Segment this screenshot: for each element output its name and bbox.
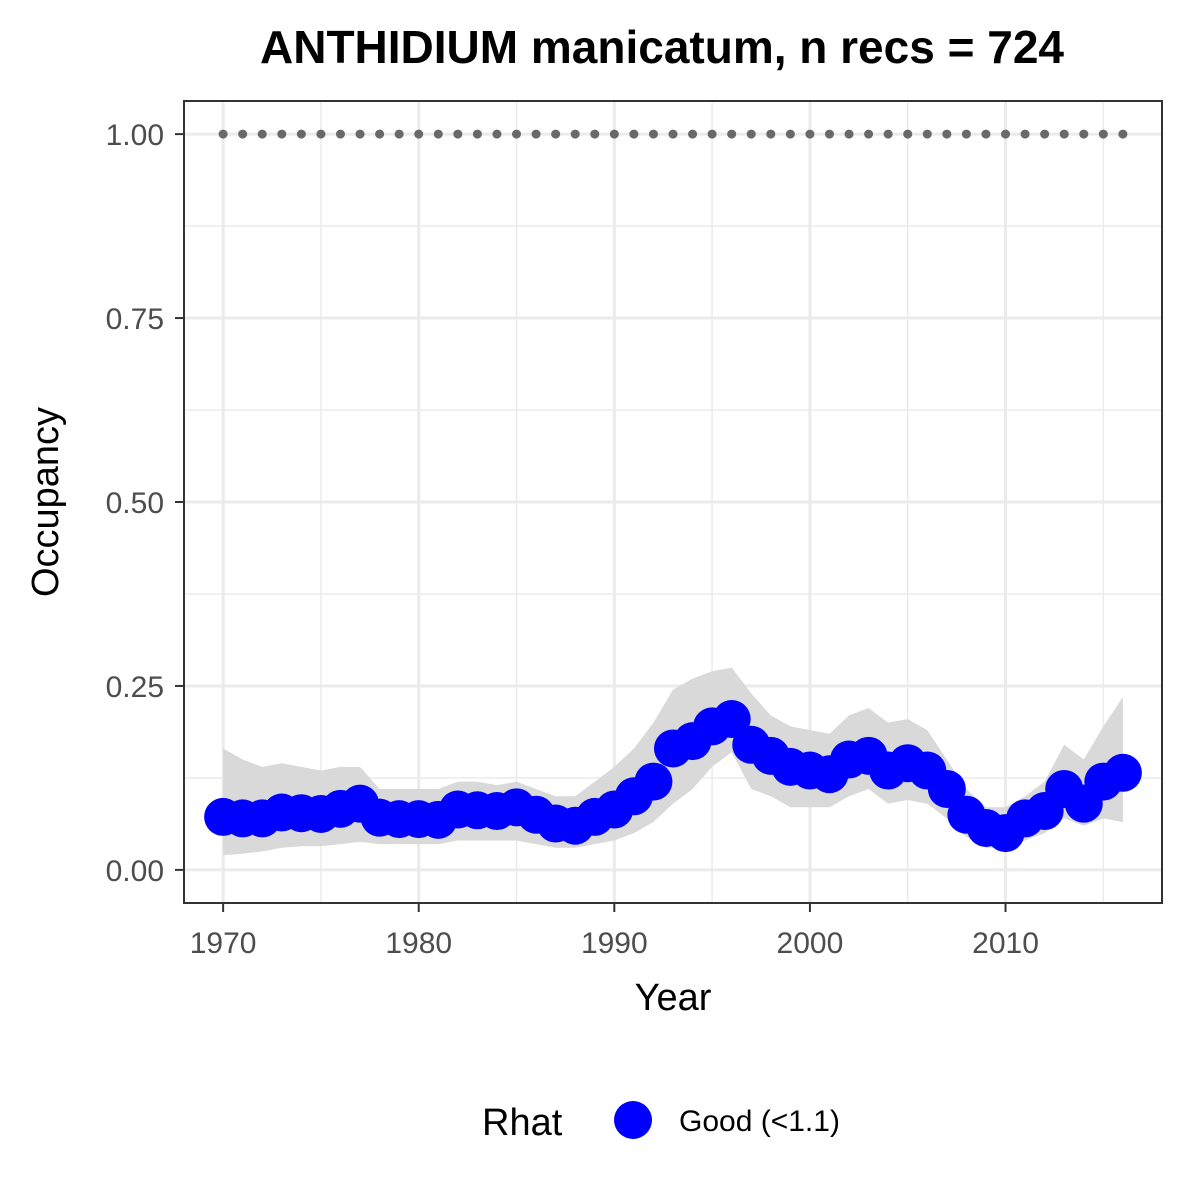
reference-dot bbox=[257, 129, 267, 139]
reference-dot bbox=[1079, 129, 1089, 139]
reference-dot bbox=[785, 129, 795, 139]
reference-dot bbox=[864, 129, 874, 139]
legend-title: Rhat bbox=[482, 1102, 563, 1144]
y-axis-title: Occupancy bbox=[25, 407, 67, 597]
reference-dot bbox=[590, 129, 600, 139]
data-point bbox=[712, 700, 751, 739]
reference-dot bbox=[375, 129, 385, 139]
reference-dot bbox=[746, 129, 756, 139]
reference-dot bbox=[1020, 129, 1030, 139]
data-point bbox=[927, 769, 966, 808]
legend-key-good bbox=[614, 1101, 652, 1139]
reference-dot bbox=[707, 129, 717, 139]
reference-dot bbox=[472, 129, 482, 139]
x-tick-label: 1990 bbox=[581, 927, 648, 960]
reference-dot bbox=[1118, 129, 1128, 139]
reference-dot bbox=[570, 129, 580, 139]
y-tick-label: 0.00 bbox=[106, 855, 164, 888]
y-tick-label: 0.25 bbox=[106, 671, 164, 704]
reference-dot bbox=[296, 129, 306, 139]
reference-line-dots bbox=[218, 129, 1128, 139]
reference-dot bbox=[453, 129, 463, 139]
reference-dot bbox=[668, 129, 678, 139]
reference-dot bbox=[1059, 129, 1069, 139]
reference-dot bbox=[942, 129, 952, 139]
reference-dot bbox=[824, 129, 834, 139]
reference-dot bbox=[981, 129, 991, 139]
x-tick-label: 1970 bbox=[190, 927, 257, 960]
reference-dot bbox=[1098, 129, 1108, 139]
reference-dot bbox=[414, 129, 424, 139]
reference-dot bbox=[551, 129, 561, 139]
x-tick-label: 2000 bbox=[777, 927, 844, 960]
x-axis-title: Year bbox=[635, 977, 712, 1019]
reference-dot bbox=[355, 129, 365, 139]
reference-dot bbox=[961, 129, 971, 139]
reference-dot bbox=[883, 129, 893, 139]
reference-dot bbox=[805, 129, 815, 139]
reference-dot bbox=[316, 129, 326, 139]
data-point bbox=[1103, 753, 1142, 792]
reference-dot bbox=[238, 129, 248, 139]
data-point bbox=[634, 762, 673, 801]
legend: Rhat Good (<1.1) bbox=[482, 1101, 840, 1144]
reference-dot bbox=[844, 129, 854, 139]
chart-title: ANTHIDIUM manicatum, n recs = 724 bbox=[260, 21, 1064, 73]
x-tick-label: 2010 bbox=[972, 927, 1039, 960]
x-tick-label: 1980 bbox=[385, 927, 452, 960]
reference-dot bbox=[1001, 129, 1011, 139]
reference-dot bbox=[394, 129, 404, 139]
reference-dot bbox=[277, 129, 287, 139]
y-axis: 0.00 0.25 0.50 0.75 1.00 bbox=[106, 119, 184, 888]
reference-dot bbox=[1040, 129, 1050, 139]
reference-dot bbox=[512, 129, 522, 139]
reference-dot bbox=[433, 129, 443, 139]
reference-dot bbox=[531, 129, 541, 139]
reference-dot bbox=[766, 129, 776, 139]
reference-dot bbox=[609, 129, 619, 139]
reference-dot bbox=[335, 129, 345, 139]
reference-dot bbox=[629, 129, 639, 139]
y-tick-label: 0.50 bbox=[106, 487, 164, 520]
reference-dot bbox=[727, 129, 737, 139]
reference-dot bbox=[688, 129, 698, 139]
reference-dot bbox=[903, 129, 913, 139]
reference-dot bbox=[922, 129, 932, 139]
occupancy-points bbox=[204, 700, 1142, 853]
y-tick-label: 1.00 bbox=[106, 119, 164, 152]
x-axis: 1970 1980 1990 2000 2010 bbox=[190, 903, 1039, 960]
legend-label-good: Good (<1.1) bbox=[679, 1105, 840, 1138]
reference-dot bbox=[218, 129, 228, 139]
reference-dot bbox=[492, 129, 502, 139]
y-tick-label: 0.75 bbox=[106, 303, 164, 336]
reference-dot bbox=[648, 129, 658, 139]
